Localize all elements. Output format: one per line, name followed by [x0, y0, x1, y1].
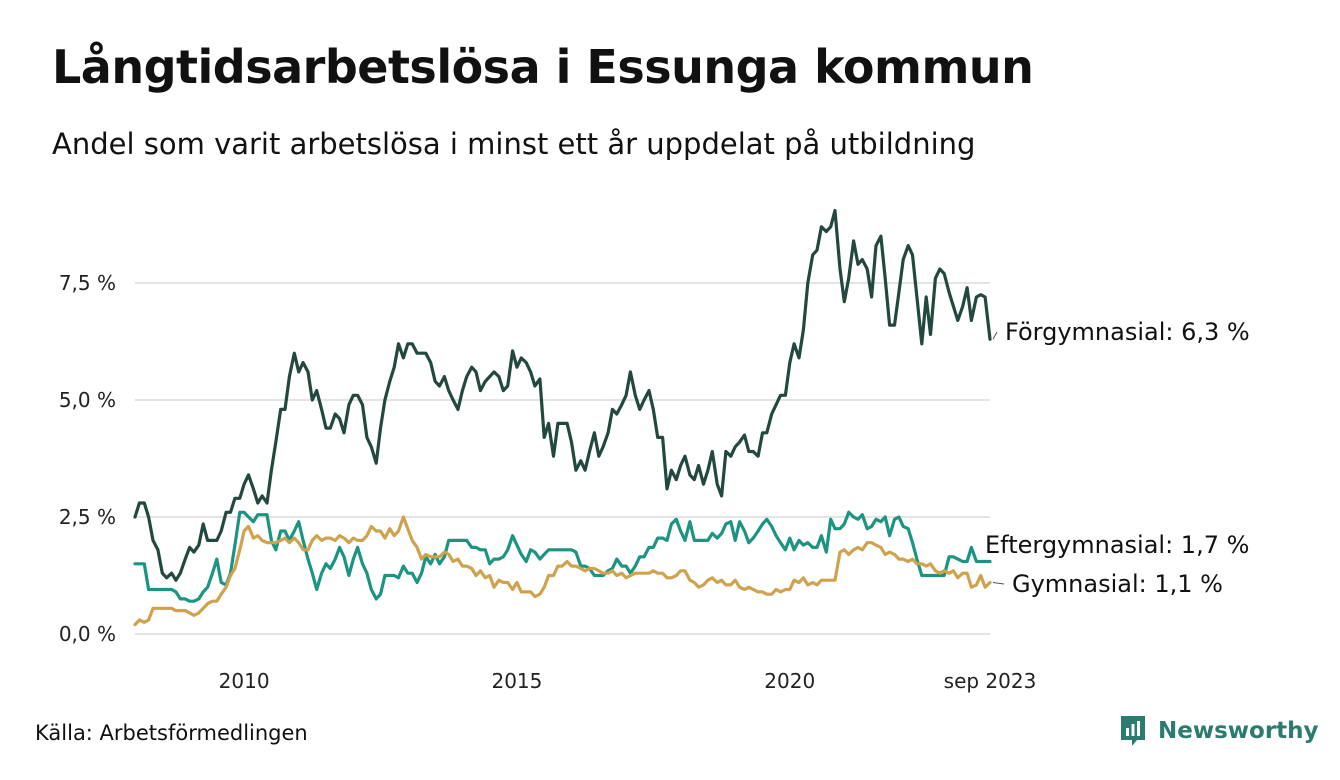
y-axis-labels: 0,0 % 2,5 % 5,0 % 7,5 % — [59, 271, 116, 646]
y-tick-label: 0,0 % — [59, 622, 116, 646]
series-line-gymnasial — [133, 515, 992, 627]
series-line-förgymnasial — [133, 208, 992, 582]
x-tick-label: 2015 — [491, 669, 542, 693]
series-lines — [133, 208, 992, 627]
chart-subtitle: Andel som varit arbetslösa i minst ett å… — [52, 127, 976, 161]
leader-line — [992, 331, 998, 340]
brand-name: Newsworthy — [1158, 718, 1319, 744]
y-tick-label: 5,0 % — [59, 388, 116, 412]
x-tick-label: 2020 — [764, 669, 815, 693]
series-end-label: Förgymnasial: 6,3 % — [1005, 318, 1250, 346]
x-axis-labels: 2010 2015 2020 sep 2023 — [219, 669, 1037, 693]
series-end-labels: Förgymnasial: 6,3 % Eftergymnasial: 1,7 %… — [985, 318, 1250, 598]
newsworthy-brand[interactable]: Newsworthy — [1118, 713, 1319, 749]
series-line-eftergymnasial — [133, 510, 992, 603]
leader-line — [992, 582, 1005, 585]
grid-lines — [135, 282, 990, 635]
chart-title: Långtidsarbetslösa i Essunga kommun — [52, 40, 1034, 94]
x-tick-label: sep 2023 — [944, 669, 1037, 693]
series-end-label: Gymnasial: 1,1 % — [1012, 570, 1223, 598]
x-tick-label: 2010 — [219, 669, 270, 693]
y-tick-label: 7,5 % — [59, 271, 116, 295]
y-tick-label: 2,5 % — [59, 505, 116, 529]
source-note: Källa: Arbetsförmedlingen — [35, 721, 308, 745]
series-end-label: Eftergymnasial: 1,7 % — [985, 531, 1249, 559]
newsworthy-logo-icon — [1121, 716, 1145, 746]
